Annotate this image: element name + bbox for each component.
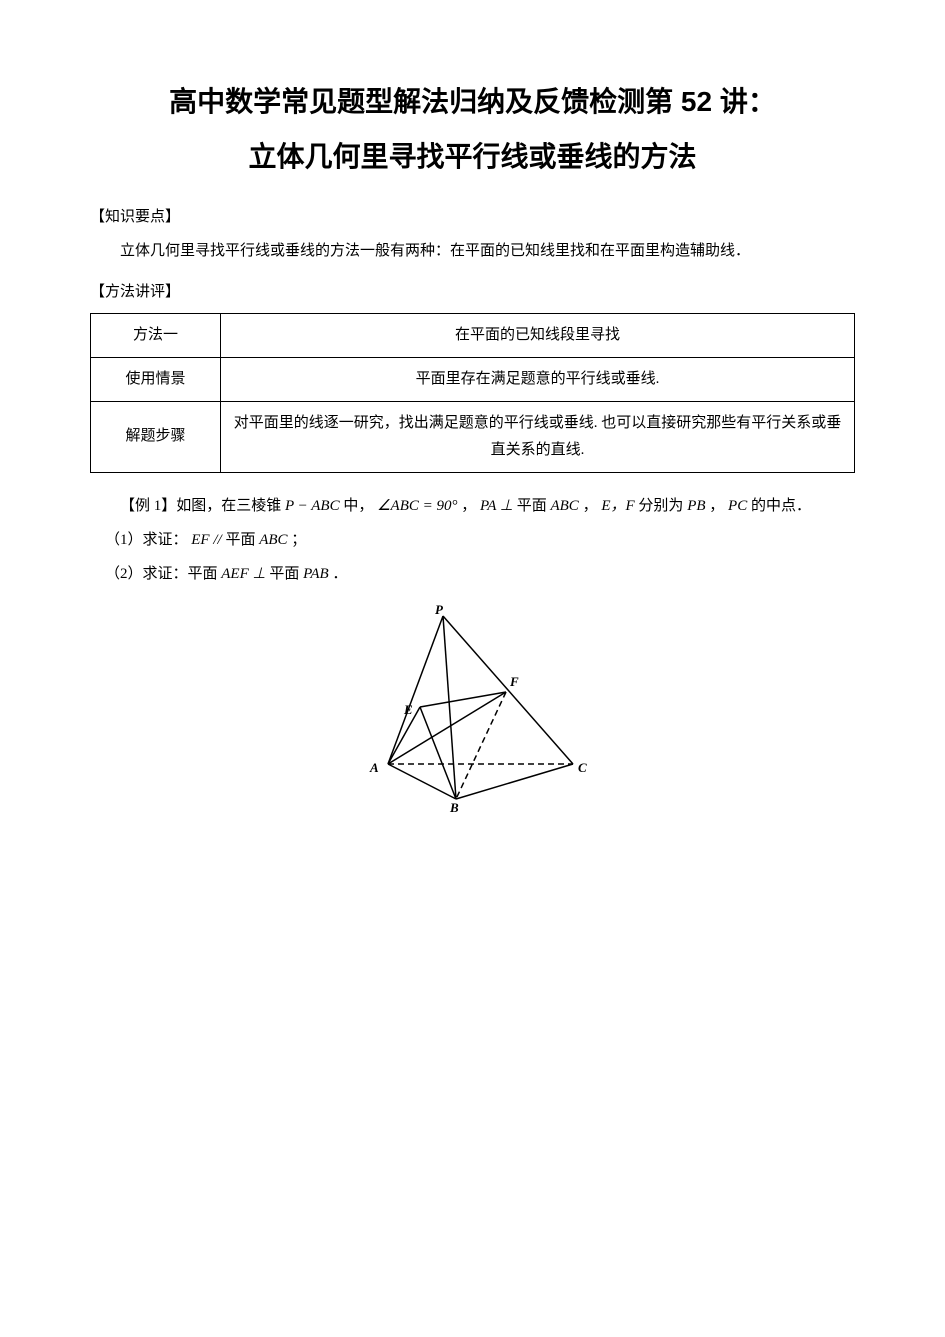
table-cell-right: 在平面的已知线段里寻找: [221, 313, 855, 357]
table-row: 解题步骤 对平面里的线逐一研究，找出满足题意的平行线或垂线. 也可以直接研究那些…: [91, 401, 855, 472]
title-line-2: 立体几何里寻找平行线或垂线的方法: [90, 135, 855, 180]
section-header-knowledge: 【知识要点】: [90, 205, 855, 226]
svg-text:P: P: [435, 604, 444, 617]
tetrahedron-svg: P A B C E F: [348, 604, 598, 814]
svg-text:F: F: [509, 674, 519, 689]
svg-text:E: E: [403, 702, 413, 717]
svg-text:C: C: [578, 760, 587, 775]
geometry-diagram: P A B C E F: [90, 604, 855, 819]
question-1: （1）求证： EF // 平面 ABC ；: [90, 525, 855, 555]
question-2: （2）求证：平面 AEF ⊥ 平面 PAB ．: [90, 559, 855, 589]
table-row: 方法一 在平面的已知线段里寻找: [91, 313, 855, 357]
svg-text:B: B: [449, 800, 459, 814]
table-cell-right: 对平面里的线逐一研究，找出满足题意的平行线或垂线. 也可以直接研究那些有平行关系…: [221, 401, 855, 472]
table-cell-right: 平面里存在满足题意的平行线或垂线.: [221, 357, 855, 401]
table-cell-left: 方法一: [91, 313, 221, 357]
method-table: 方法一 在平面的已知线段里寻找 使用情景 平面里存在满足题意的平行线或垂线. 解…: [90, 313, 855, 473]
svg-text:A: A: [369, 760, 379, 775]
title-line-1: 高中数学常见题型解法归纳及反馈检测第 52 讲：: [90, 80, 855, 125]
section-header-method: 【方法讲评】: [90, 280, 855, 301]
table-cell-left: 解题步骤: [91, 401, 221, 472]
intro-text: 立体几何里寻找平行线或垂线的方法一般有两种：在平面的已知线里找和在平面里构造辅助…: [90, 238, 855, 265]
table-cell-left: 使用情景: [91, 357, 221, 401]
example-statement: 【例 1】如图，在三棱锥 P − ABC 中， ∠ABC = 90° ， PA …: [90, 491, 855, 521]
table-row: 使用情景 平面里存在满足题意的平行线或垂线.: [91, 357, 855, 401]
